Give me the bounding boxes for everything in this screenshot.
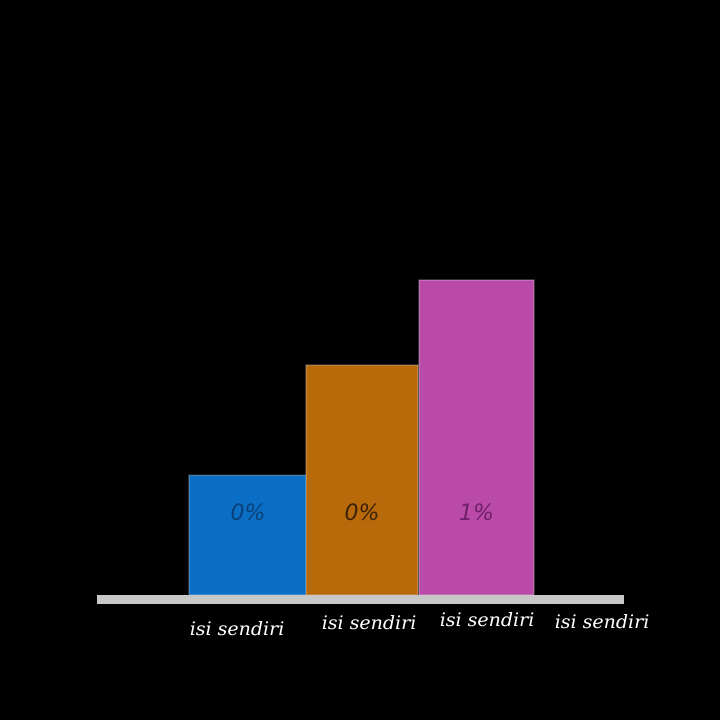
category-label: isi sendiri xyxy=(555,611,650,633)
category-label: isi sendiri xyxy=(190,618,285,640)
data-label: 0% xyxy=(231,501,266,526)
bar xyxy=(305,364,419,596)
x-axis-baseline xyxy=(97,595,624,604)
category-label: isi sendiri xyxy=(322,612,417,634)
bar xyxy=(418,279,535,596)
category-label: isi sendiri xyxy=(440,609,535,631)
data-label: 1% xyxy=(459,501,494,526)
bar xyxy=(188,474,308,596)
data-label: 0% xyxy=(345,501,380,526)
